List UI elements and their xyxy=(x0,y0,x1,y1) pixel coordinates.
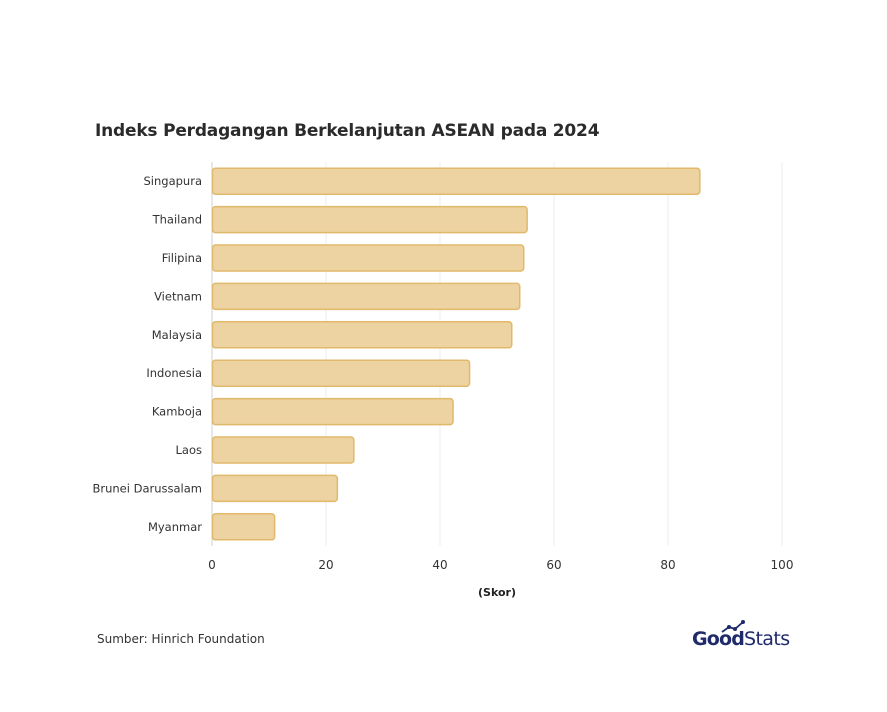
category-label: Singapura xyxy=(144,174,203,188)
x-tick-label: 0 xyxy=(208,558,216,572)
x-tick-label: 20 xyxy=(318,558,333,572)
x-tick-label: 80 xyxy=(660,558,675,572)
bar xyxy=(211,359,471,387)
category-label: Indonesia xyxy=(146,366,202,380)
x-tick-labels: 0 20 40 60 80 100 xyxy=(208,558,793,572)
bar xyxy=(211,244,525,272)
x-tick-label: 60 xyxy=(546,558,561,572)
bars xyxy=(211,167,701,541)
bar xyxy=(211,513,276,541)
logo-text-good: Good xyxy=(692,628,745,650)
bar xyxy=(211,167,701,195)
chart-title: Indeks Perdagangan Berkelanjutan ASEAN p… xyxy=(95,121,600,141)
category-label: Filipina xyxy=(162,251,202,265)
bar xyxy=(211,436,355,464)
bar xyxy=(211,397,454,426)
category-label: Vietnam xyxy=(154,289,202,303)
category-label: Brunei Darussalam xyxy=(92,481,202,495)
goodstats-logo: Good Stats xyxy=(692,620,792,652)
category-labels: Singapura Thailand Filipina Vietnam Malaysia… xyxy=(92,174,202,534)
category-label: Laos xyxy=(176,443,202,457)
category-label: Myanmar xyxy=(148,520,202,534)
x-tick-label: 100 xyxy=(771,558,794,572)
logo-text-stats: Stats xyxy=(744,628,790,650)
category-label: Thailand xyxy=(152,213,202,227)
category-label: Malaysia xyxy=(152,328,202,342)
bar xyxy=(211,474,339,503)
source-note: Sumber: Hinrich Foundation xyxy=(97,632,265,646)
bar xyxy=(211,321,513,349)
logo-chart-icon xyxy=(721,620,745,633)
category-label: Kamboja xyxy=(152,405,202,419)
bar xyxy=(211,282,521,311)
x-tick-label: 40 xyxy=(432,558,447,572)
x-axis-label: (Skor) xyxy=(478,586,516,599)
bar xyxy=(211,205,528,234)
